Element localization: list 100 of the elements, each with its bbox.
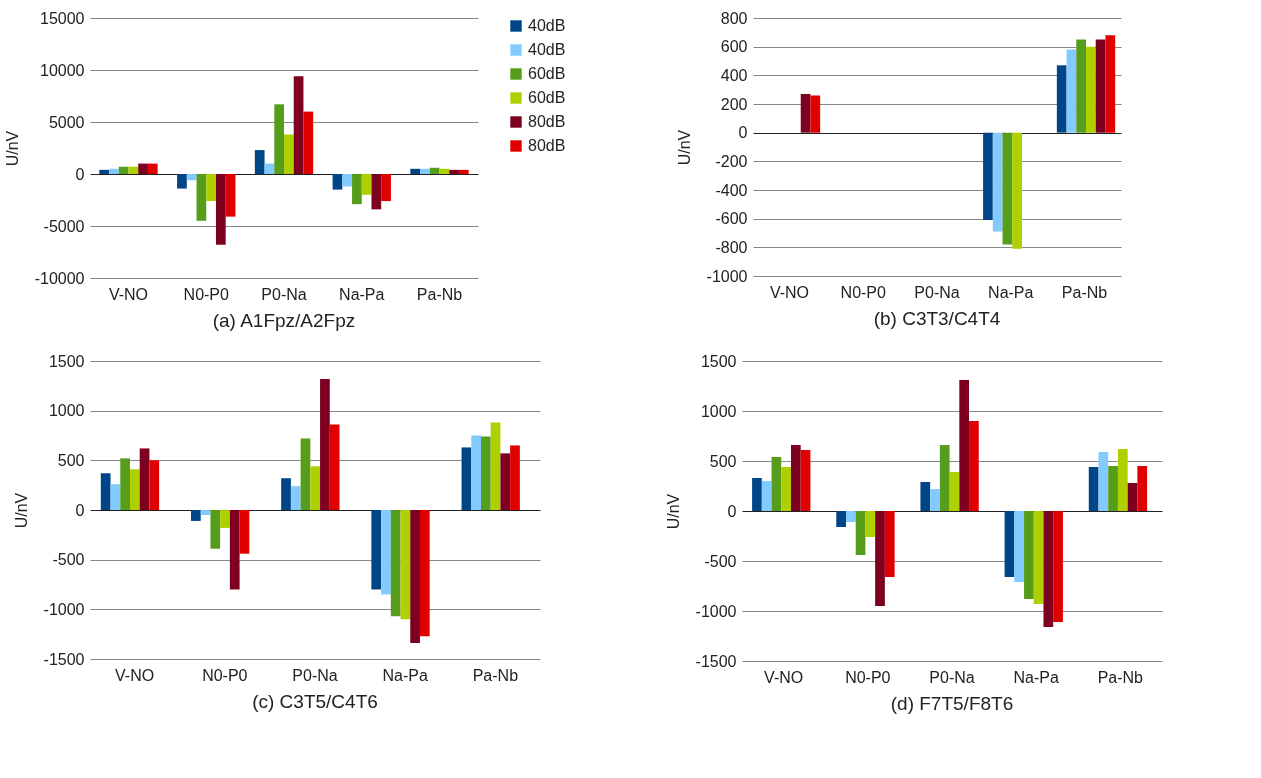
- bar: [1137, 466, 1148, 511]
- bar: [1076, 39, 1086, 133]
- legend-label: 80dB: [528, 137, 566, 154]
- bar: [100, 473, 111, 510]
- bar: [836, 511, 846, 527]
- bar: [371, 510, 382, 590]
- bar: [229, 510, 240, 590]
- x-tick-label: Pa-Nb: [472, 666, 519, 684]
- bar: [1117, 449, 1128, 511]
- text: (a) A1Fpz/A2Fpz: [212, 310, 356, 331]
- y-tick-label: 200: [720, 95, 748, 113]
- x-tick-label: P0-Na: [292, 666, 338, 684]
- bar: [1098, 452, 1109, 511]
- bar: [1002, 132, 1013, 245]
- bar: [429, 167, 440, 174]
- y-tick-label: 400: [720, 66, 748, 84]
- bar: [949, 472, 960, 511]
- bar: [210, 510, 221, 549]
- bar: [939, 445, 950, 511]
- bar: [274, 104, 284, 174]
- bar: [800, 450, 811, 511]
- y-tick-label: 1000: [700, 402, 737, 420]
- legend-label: 40dB: [528, 41, 566, 58]
- bar: [510, 445, 520, 510]
- y-tick-label: 5000: [48, 113, 85, 131]
- bar: [320, 378, 330, 510]
- bar: [461, 447, 472, 510]
- bar: [810, 95, 821, 133]
- bar: [1066, 49, 1077, 133]
- y-tick-label: -200: [715, 152, 748, 170]
- x-tick-label: N0-P0: [840, 283, 887, 301]
- x-tick-label: P0-Na: [914, 283, 960, 301]
- x-tick-label: Pa-Nb: [416, 285, 463, 303]
- y-tick-label: -500: [704, 552, 737, 570]
- y-tick-label: 0: [75, 501, 85, 519]
- bar: [109, 168, 119, 174]
- bar: [225, 174, 236, 217]
- y-tick-label: -10000: [34, 269, 85, 287]
- y-tick-label: 500: [57, 451, 85, 469]
- y-tick-label: -5000: [43, 217, 85, 235]
- x-tick-label: Na-Pa: [1013, 668, 1059, 686]
- bar: [215, 174, 226, 245]
- y-tick-label: 15000: [40, 9, 85, 27]
- bar: [303, 111, 314, 174]
- bar: [329, 424, 340, 510]
- x-tick-label: N0-P0: [845, 668, 891, 686]
- bar: [139, 448, 150, 510]
- bar: [110, 484, 121, 510]
- bar: [361, 174, 372, 195]
- legend-label: 40dB: [528, 17, 566, 34]
- x-tick-label: V-NO: [769, 283, 810, 301]
- bar: [781, 467, 791, 511]
- bar: [875, 511, 885, 606]
- y-tick-label: -800: [715, 238, 748, 256]
- bar: [300, 438, 311, 510]
- y-tick-label: 0: [738, 124, 748, 142]
- bar: [1012, 132, 1022, 249]
- y-tick-label: 1500: [700, 352, 737, 370]
- bar: [177, 174, 187, 189]
- x-tick-label: Na-Pa: [382, 666, 428, 684]
- x-tick-label: P0-Na: [261, 285, 307, 303]
- y-tick-label: 1000: [48, 402, 85, 420]
- bar: [1095, 39, 1106, 133]
- bar: [1014, 511, 1025, 582]
- text: (b) C3T3/C4T4: [873, 308, 1001, 329]
- bar: [500, 453, 511, 510]
- bar: [254, 150, 265, 174]
- y-tick-label: -600: [715, 210, 748, 228]
- bar: [220, 510, 230, 528]
- bar: [490, 422, 501, 510]
- bar: [206, 174, 216, 202]
- bar: [845, 511, 856, 522]
- bar: [284, 134, 294, 174]
- bar: [865, 511, 876, 537]
- bar: [342, 174, 353, 187]
- x-tick-label: Pa-Nb: [1061, 283, 1108, 301]
- bar: [1033, 511, 1044, 604]
- bar: [290, 486, 301, 510]
- y-tick-label: 0: [75, 165, 85, 183]
- bar: [381, 510, 391, 595]
- bar: [1053, 511, 1063, 622]
- bar: [458, 169, 469, 174]
- bar: [147, 163, 158, 174]
- bar: [1056, 65, 1067, 133]
- bar: [352, 174, 362, 205]
- bar: [920, 482, 931, 511]
- bar: [293, 76, 304, 174]
- y-tick-label: 10000: [40, 61, 85, 79]
- y-tick-label: -1000: [706, 267, 748, 285]
- y-tick-label: -400: [715, 181, 748, 199]
- y-tick-label: 500: [709, 452, 737, 470]
- bar: [855, 511, 866, 555]
- bar: [120, 458, 130, 510]
- bar: [129, 469, 140, 510]
- bar: [1043, 511, 1054, 627]
- bar: [884, 511, 895, 577]
- bar: [138, 163, 148, 174]
- bar: [191, 510, 201, 521]
- bar: [930, 489, 940, 511]
- bar: [410, 168, 421, 174]
